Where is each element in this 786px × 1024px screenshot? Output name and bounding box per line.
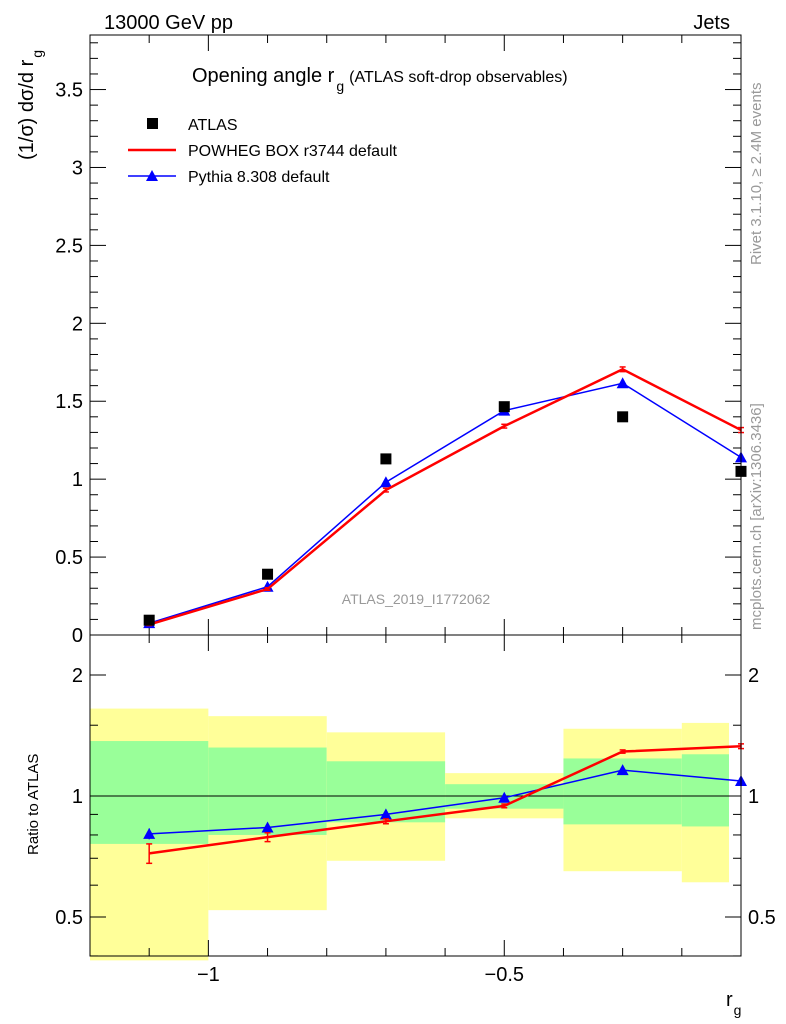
main-ytick-label: 2 [72,313,83,335]
legend-label-atlas: ATLAS [188,117,238,134]
main-panel: 00.511.522.533.5 Opening angle r g (ATLAS … [16,34,747,647]
atlas-point [380,453,392,465]
ratio-pythia-line [149,769,742,835]
ratio-frame [89,634,742,957]
legend-marker-pythia [146,170,158,181]
ratio-ytick-label: 1 [72,786,83,808]
rivet-label: Rivet 3.1.10, ≥ 2.4M events [748,83,765,266]
ratio-xtick-label: −1 [197,964,220,986]
main-ytick-label: 1.5 [55,391,83,413]
ratio-powheg-line [149,744,742,855]
atlas-point [498,401,510,413]
ratio-xtick-label: −0.5 [485,964,524,986]
ratio-ytick-label: 0.5 [55,907,83,929]
ratio-ytick-label: 2 [72,665,83,687]
chart-title-sub: g [336,78,344,94]
ratio-ylabel: Ratio to ATLAS [25,754,42,855]
legend-entry-powheg: POWHEG BOX r3744 default [128,143,398,160]
energy-label: 13000 GeV pp [104,12,233,34]
ratio-pythia-point [379,808,392,820]
ratio-band-inner [681,754,729,827]
atlas-point [617,411,629,423]
ratio-panel: 0.5 0.5 1 1 2 2 −1 −0.5 Ratio to ATLAS rg [25,634,776,1018]
legend-entry-atlas: ATLAS [147,117,238,134]
main-axis-ticks: 0 0.5 1 1.5 2 2.5 3 3.5 [55,35,742,647]
ratio-pythia-point [143,827,156,839]
mcplots-label: mcplots.cern.ch [arXiv:1306.3436] [748,403,765,630]
ratio-xlabel-main: r [726,989,733,1011]
legend: ATLAS POWHEG BOX r3744 default Pythia 8.… [128,117,398,186]
chart-title-extra: (ATLAS soft-drop observables) [349,69,567,86]
legend-label-powheg: POWHEG BOX r3744 default [188,143,398,160]
main-ytick-label: 2.5 [55,235,83,257]
legend-marker-atlas [147,118,158,129]
main-ytick-label: 3.5 [55,80,83,102]
ratio-axis-ticks: 0.5 0.5 1 1 2 2 −1 −0.5 [55,635,776,986]
main-ytick-label: 0.5 [55,547,83,569]
pythia-line [148,382,742,624]
ratio-ytick-label-right: 1 [748,786,759,808]
chart-title-main: Opening angle r [192,65,335,87]
main-ylabel-main: (1/σ) dσ/d r [16,59,38,160]
main-ylabel: (1/σ) dσ/d rg [16,50,45,160]
ratio-pythia-point [498,791,511,803]
chart-title: Opening angle r g (ATLAS soft-drop observa… [192,65,568,94]
ratio-band-inner [90,741,209,844]
analysis-watermark: ATLAS_2019_I1772062 [342,591,491,607]
powheg-line [148,367,742,626]
ratio-ytick-label-right: 0.5 [748,907,776,929]
ratio-xlabel-sub: g [734,1002,742,1018]
atlas-point [262,568,274,580]
legend-entry-pythia: Pythia 8.308 default [128,169,330,186]
legend-label-pythia: Pythia 8.308 default [188,169,330,186]
main-ytick-label: 3 [72,157,83,179]
process-label: Jets [693,12,730,34]
atlas-point [143,614,155,626]
ratio-pythia-point [616,764,629,776]
main-ylabel-sub: g [29,50,45,58]
pythia-point [379,476,392,488]
ratio-ytick-label-right: 2 [748,665,759,687]
main-ytick-label: 0 [72,625,83,647]
ratio-band-inner [208,747,327,835]
main-ytick-label: 1 [72,469,83,491]
ratio-pythia-point [261,821,274,833]
pythia-point [616,377,629,389]
ratio-xlabel: rg [726,989,741,1018]
